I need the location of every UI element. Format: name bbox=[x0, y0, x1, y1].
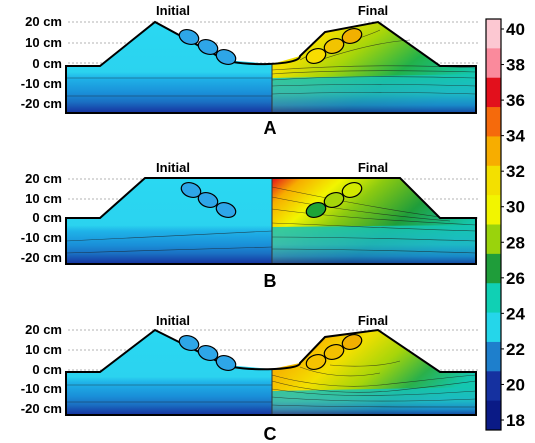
colorbar-swatch bbox=[486, 136, 501, 167]
contours-c bbox=[66, 360, 477, 408]
final-title-a: Final bbox=[358, 3, 388, 18]
final-ellipses-a bbox=[305, 27, 363, 65]
y-tick-minus20: -20 cm bbox=[21, 250, 62, 265]
y-tick-10: 10 cm bbox=[25, 342, 62, 357]
final-lower-a bbox=[272, 74, 476, 113]
colorbar-label: 40 bbox=[506, 20, 525, 39]
colorbar-swatch bbox=[486, 341, 501, 372]
final-title-c: Final bbox=[358, 313, 388, 328]
final-ellipses-c bbox=[305, 333, 363, 371]
colorbar-label: 32 bbox=[506, 162, 525, 181]
initial-ellipses-c bbox=[178, 334, 237, 372]
y-tick-0: 0 cm bbox=[32, 56, 62, 71]
colorbar-swatch bbox=[486, 48, 501, 79]
colorbar-swatch bbox=[486, 253, 501, 284]
panel-b: 20 cm 10 cm 0 cm -10 cm -20 cm bbox=[21, 160, 478, 291]
initial-profile-b bbox=[66, 178, 272, 264]
colorbar-frame bbox=[485, 18, 502, 431]
colorbar-swatch bbox=[486, 224, 501, 255]
colorbar-swatch bbox=[486, 400, 501, 431]
colorbar-swatch bbox=[486, 165, 501, 196]
initial-title-b: Initial bbox=[156, 160, 190, 175]
colorbar-label: 28 bbox=[506, 233, 525, 252]
y-tick-20: 20 cm bbox=[25, 322, 62, 337]
colorbar-label: 24 bbox=[506, 304, 525, 323]
initial-ellipses-b bbox=[180, 181, 237, 219]
colorbar-label: 26 bbox=[506, 269, 525, 288]
y-tick-20: 20 cm bbox=[25, 171, 62, 186]
colorbar: 40 38 36 34 32 30 28 26 24 22 20 18 bbox=[485, 18, 525, 431]
initial-profile-c bbox=[66, 330, 272, 415]
initial-title-c: Initial bbox=[156, 313, 190, 328]
y-tick-minus20: -20 cm bbox=[21, 401, 62, 416]
panel-letter-c: C bbox=[264, 424, 277, 443]
y-tick-10: 10 cm bbox=[25, 191, 62, 206]
colorbar-label: 30 bbox=[506, 198, 525, 217]
panel-a: 20 cm 10 cm 0 cm -10 cm -20 cm bbox=[21, 3, 478, 138]
colorbar-label: 22 bbox=[506, 340, 525, 359]
contours-a bbox=[66, 29, 477, 97]
colorbar-swatch bbox=[486, 371, 501, 402]
initial-title-a: Initial bbox=[156, 3, 190, 18]
initial-ellipses-a bbox=[178, 28, 237, 66]
y-tick-minus10: -10 cm bbox=[21, 76, 62, 91]
final-ellipses-b bbox=[305, 181, 363, 219]
final-title-b: Final bbox=[358, 160, 388, 175]
final-lower-b bbox=[272, 225, 476, 264]
colorbar-label: 18 bbox=[506, 411, 525, 430]
colorbar-labels: 40 38 36 34 32 30 28 26 24 22 20 18 bbox=[501, 20, 525, 430]
panel-letter-a: A bbox=[264, 118, 277, 138]
colorbar-label: 34 bbox=[506, 127, 525, 146]
y-tick-0: 0 cm bbox=[32, 362, 62, 377]
colorbar-swatch bbox=[486, 19, 501, 49]
colorbar-swatch bbox=[486, 195, 501, 225]
y-tick-minus10: -10 cm bbox=[21, 230, 62, 245]
y-tick-20: 20 cm bbox=[25, 14, 62, 29]
y-tick-minus20: -20 cm bbox=[21, 96, 62, 111]
colorbar-swatch bbox=[486, 77, 501, 108]
initial-profile-a bbox=[66, 22, 272, 113]
colorbar-label: 38 bbox=[506, 56, 525, 75]
colorbar-swatch bbox=[486, 312, 501, 343]
y-tick-10: 10 cm bbox=[25, 35, 62, 50]
colorbar-label: 20 bbox=[506, 375, 525, 394]
y-tick-minus10: -10 cm bbox=[21, 381, 62, 396]
y-tick-0: 0 cm bbox=[32, 210, 62, 225]
panel-c: 20 cm 10 cm 0 cm -10 cm -20 cm bbox=[21, 313, 478, 443]
outline-b bbox=[65, 177, 477, 265]
panel-letter-b: B bbox=[264, 271, 277, 291]
colorbar-label: 36 bbox=[506, 91, 525, 110]
colorbar-swatch bbox=[486, 107, 501, 137]
colorbar-swatches bbox=[486, 19, 501, 431]
colorbar-swatch bbox=[486, 283, 501, 314]
